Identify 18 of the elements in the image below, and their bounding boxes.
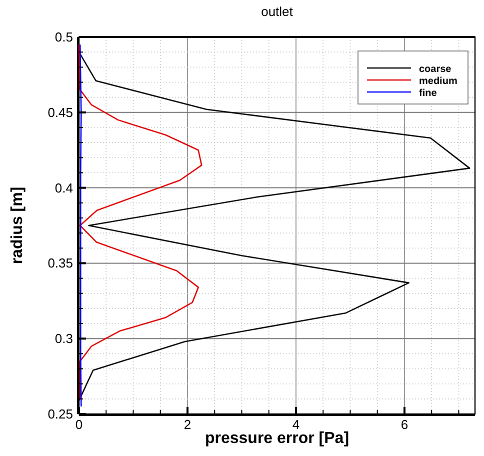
legend-label: medium (419, 76, 458, 87)
x-tick-label: 0 (75, 417, 83, 432)
x-tick-label: 6 (400, 417, 408, 432)
y-tick-label: 0.5 (54, 30, 73, 44)
x-axis-title: pressure error [Pa] (204, 430, 350, 447)
y-tick-label: 0.45 (48, 104, 73, 120)
legend-label: coarse (419, 64, 452, 75)
line-series (79, 44, 82, 408)
legend-label: fine (419, 88, 438, 99)
y-axis-title: radius [m] (9, 186, 26, 264)
chart-title: outlet (261, 4, 294, 19)
x-tick-label: 2 (184, 417, 192, 432)
x-tick-label: 4 (292, 417, 300, 432)
y-tick-label: 0.4 (54, 180, 73, 196)
y-tick-label: 0.3 (54, 331, 73, 346)
y-tick-label: 0.35 (48, 256, 73, 271)
line-series (78, 44, 202, 400)
y-tick-label: 0.25 (48, 406, 73, 422)
